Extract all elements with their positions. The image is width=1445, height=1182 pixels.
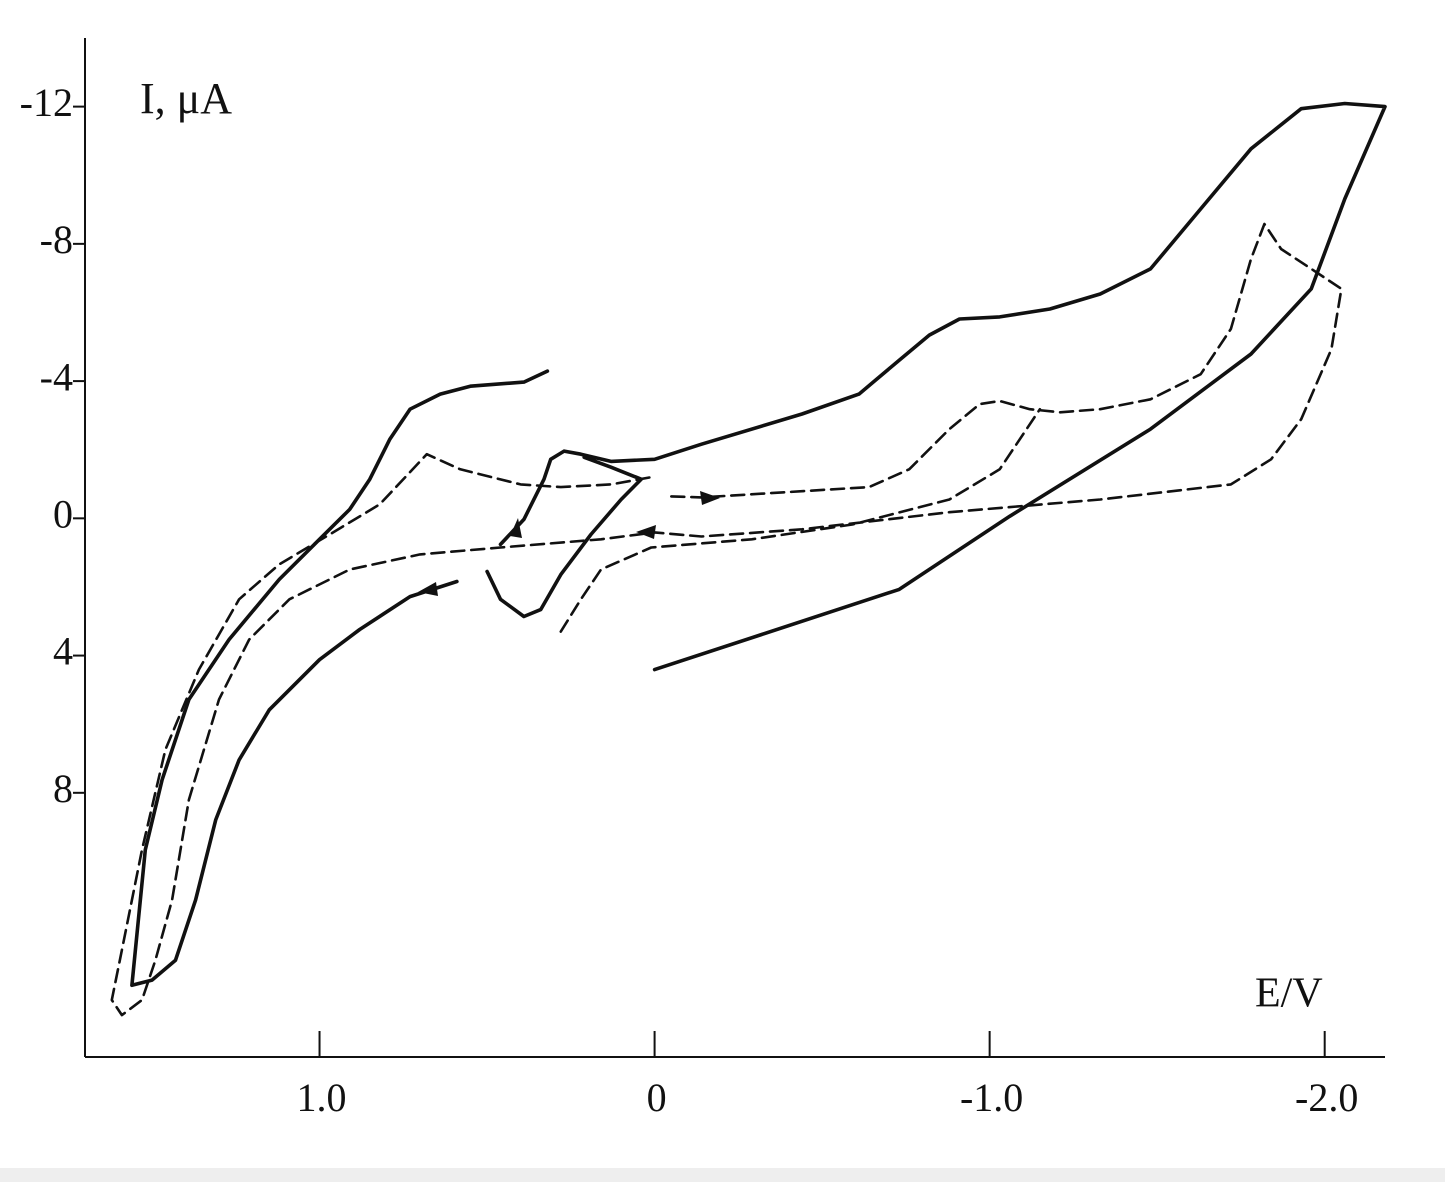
y-tick-label: 4 — [53, 629, 73, 674]
y-axis-label: I, μA — [140, 74, 232, 123]
arrow — [636, 525, 656, 539]
x-tick-label: -1.0 — [960, 1075, 1023, 1120]
y-tick-label: -8 — [40, 217, 73, 262]
arrow — [700, 491, 720, 505]
x-tick-label: 0 — [647, 1075, 667, 1120]
direction-arrows — [418, 491, 720, 596]
solid-curve — [130, 101, 1387, 988]
dashed-curve — [110, 222, 1343, 1017]
x-tick-label: 1.0 — [297, 1075, 347, 1120]
y-tick-label: 8 — [53, 766, 73, 811]
y-tick-label: -4 — [40, 354, 73, 399]
x-tick-label: -2.0 — [1295, 1075, 1358, 1120]
y-tick-label: 0 — [53, 492, 73, 537]
y-tick-label: -12 — [20, 80, 73, 125]
scan-edge — [0, 1168, 1445, 1182]
x-axis-label: E/V — [1255, 971, 1323, 1017]
